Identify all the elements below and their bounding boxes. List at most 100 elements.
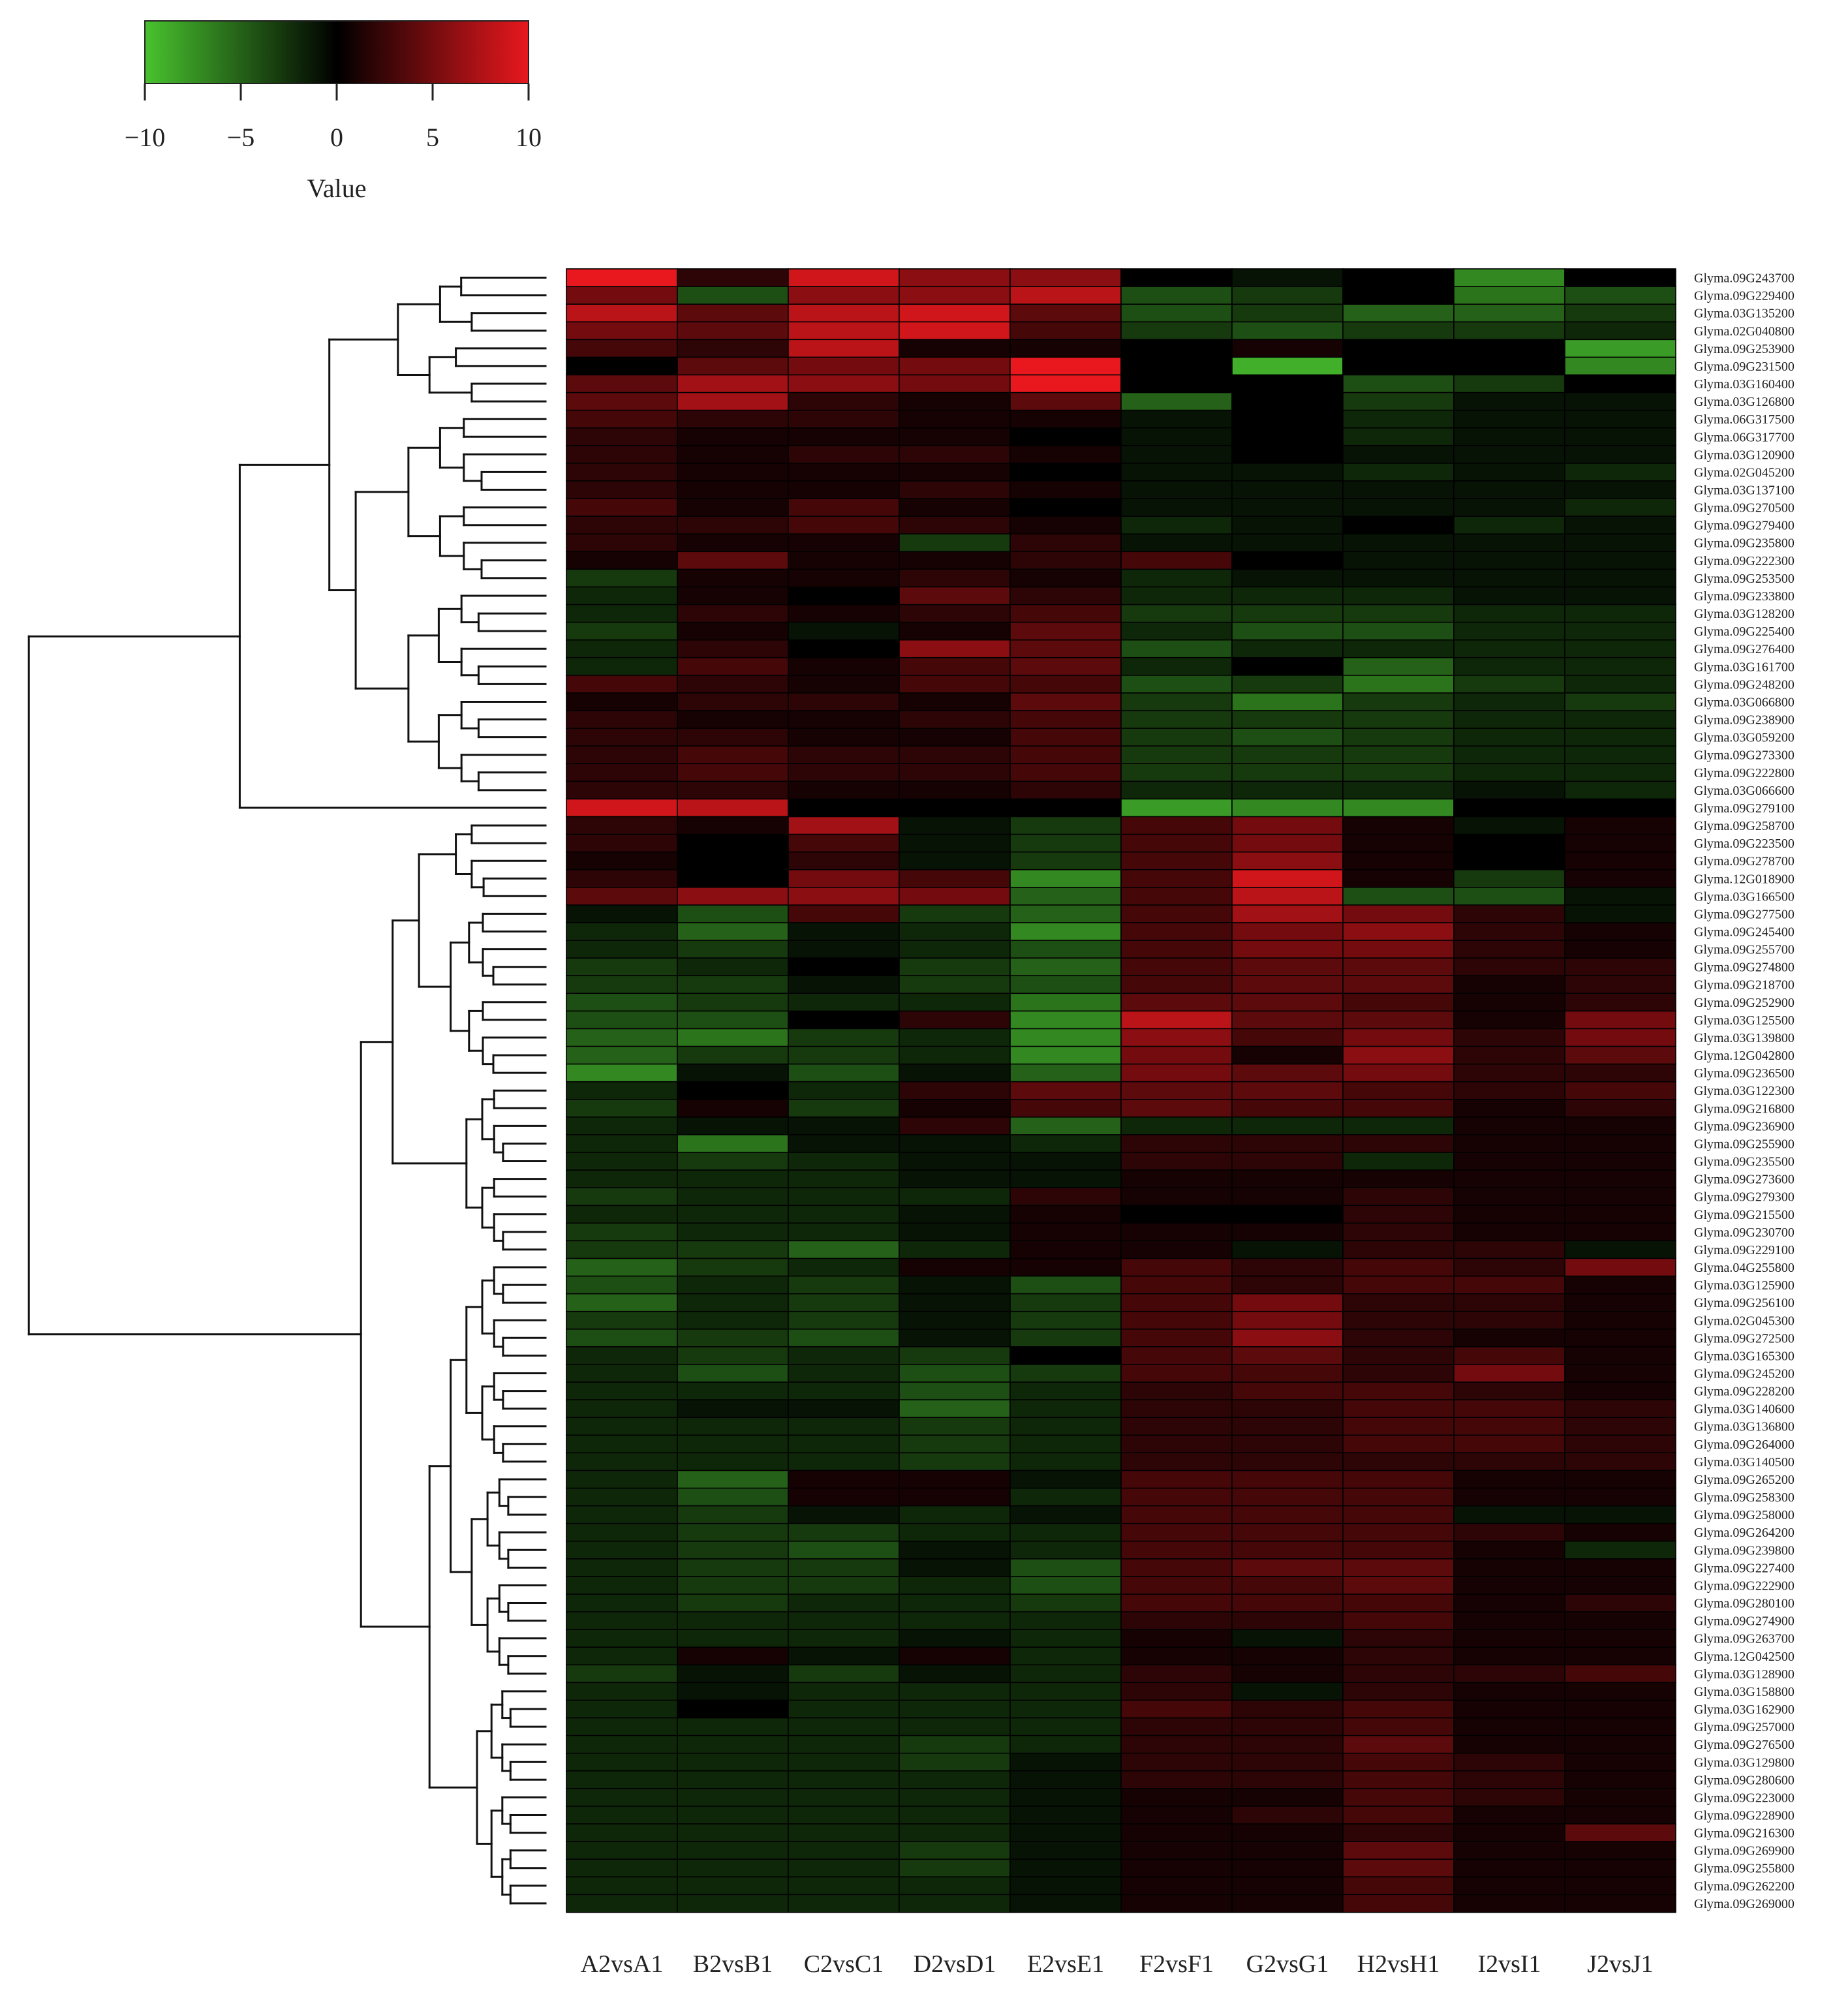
heatmap-cell xyxy=(1009,1682,1122,1701)
heatmap-cell xyxy=(1564,1611,1676,1631)
heatmap-cell xyxy=(899,1823,1011,1843)
heatmap-cell xyxy=(1342,1594,1455,1613)
heatmap-cell xyxy=(1342,1646,1455,1666)
heatmap-cell xyxy=(1231,1028,1344,1047)
row-label: Glyma.09G253900 xyxy=(1694,342,1794,356)
heatmap-cell xyxy=(1453,604,1565,623)
heatmap-cell xyxy=(566,1116,678,1136)
heatmap-cell xyxy=(1231,1576,1344,1595)
heatmap-cell xyxy=(1342,1045,1455,1065)
heatmap-cell xyxy=(1120,621,1233,641)
heatmap-cell xyxy=(1009,427,1122,446)
heatmap-cell xyxy=(566,480,678,500)
heatmap-cell xyxy=(1009,1240,1122,1259)
heatmap-cell xyxy=(899,1364,1011,1383)
heatmap-cell xyxy=(1453,339,1565,358)
row-label: Glyma.03G126800 xyxy=(1694,395,1794,409)
heatmap-cell xyxy=(1120,1399,1233,1419)
row-label: Glyma.09G225400 xyxy=(1694,624,1794,639)
color-key-tick-label: 10 xyxy=(516,123,542,152)
heatmap-cell xyxy=(1009,1699,1122,1719)
color-key-tick-label: 5 xyxy=(426,123,439,152)
heatmap-cell xyxy=(1009,1470,1122,1489)
heatmap-cell xyxy=(566,303,678,323)
heatmap-cell xyxy=(1453,1134,1565,1154)
heatmap-cell xyxy=(1564,604,1676,623)
heatmap-cell xyxy=(1231,374,1344,393)
heatmap-cell xyxy=(1120,480,1233,500)
heatmap-cell xyxy=(677,780,789,800)
heatmap-cell xyxy=(677,1346,789,1366)
heatmap-cell xyxy=(1120,498,1233,517)
heatmap-cell xyxy=(1564,480,1676,500)
heatmap-cell xyxy=(677,1187,789,1207)
heatmap-cell xyxy=(677,993,789,1012)
heatmap-cell xyxy=(788,374,900,393)
heatmap-cell xyxy=(1564,1646,1676,1666)
row-label: Glyma.03G129800 xyxy=(1694,1755,1794,1770)
heatmap-cell xyxy=(788,1329,900,1348)
heatmap-cell xyxy=(1120,780,1233,800)
heatmap-cell xyxy=(1564,1364,1676,1383)
heatmap-cell xyxy=(788,728,900,747)
heatmap-cell xyxy=(1342,957,1455,977)
heatmap-cell xyxy=(899,1434,1011,1454)
heatmap-cell xyxy=(1231,286,1344,305)
heatmap-cell xyxy=(1231,1205,1344,1224)
heatmap-cell xyxy=(1120,1063,1233,1083)
heatmap-cell xyxy=(1453,1293,1565,1312)
heatmap-cell xyxy=(1120,586,1233,606)
heatmap-cell xyxy=(1564,551,1676,570)
heatmap-cell xyxy=(1120,1540,1233,1560)
heatmap-cell xyxy=(1120,1576,1233,1595)
heatmap-cell xyxy=(566,1222,678,1242)
heatmap-cell xyxy=(1564,1045,1676,1065)
heatmap-cell xyxy=(899,463,1011,482)
heatmap-cell xyxy=(1009,1788,1122,1808)
heatmap-cell xyxy=(1564,1788,1676,1808)
heatmap-cell xyxy=(1342,1187,1455,1207)
heatmap-cell xyxy=(899,1752,1011,1772)
heatmap-cell xyxy=(899,1576,1011,1595)
heatmap-cell xyxy=(1453,1187,1565,1207)
heatmap-cell xyxy=(1564,940,1676,959)
heatmap-cell xyxy=(1564,1594,1676,1613)
heatmap-cell xyxy=(566,692,678,712)
row-label: Glyma.09G236900 xyxy=(1694,1119,1794,1133)
heatmap-cell xyxy=(1564,1417,1676,1436)
heatmap-cell xyxy=(1453,303,1565,323)
heatmap-cell xyxy=(1231,904,1344,924)
heatmap-cell xyxy=(1453,887,1565,906)
heatmap-cell xyxy=(1120,1045,1233,1065)
heatmap-cell xyxy=(1231,1399,1344,1419)
heatmap-cell xyxy=(1009,1010,1122,1030)
heatmap-cell xyxy=(677,957,789,977)
heatmap-cell xyxy=(788,1399,900,1419)
heatmap-cell xyxy=(566,851,678,870)
heatmap-cell xyxy=(1453,922,1565,942)
heatmap-cell xyxy=(1231,604,1344,623)
row-label: Glyma.09G230700 xyxy=(1694,1225,1794,1240)
heatmap-cell xyxy=(677,710,789,730)
heatmap-cell xyxy=(1564,1522,1676,1542)
heatmap-cell xyxy=(566,1081,678,1100)
heatmap-cell xyxy=(566,1470,678,1489)
heatmap-cell xyxy=(677,1487,789,1507)
heatmap-cell xyxy=(1231,1293,1344,1312)
heatmap-cell xyxy=(1009,1717,1122,1736)
row-label: Glyma.03G158800 xyxy=(1694,1685,1794,1699)
heatmap-cell xyxy=(677,798,789,818)
heatmap-cell xyxy=(1009,1752,1122,1772)
heatmap-cell xyxy=(1453,710,1565,730)
heatmap-cell xyxy=(1120,833,1233,853)
heatmap-cell xyxy=(1342,268,1455,288)
heatmap-cell xyxy=(1120,1417,1233,1436)
row-label: Glyma.02G040800 xyxy=(1694,324,1794,339)
heatmap-cell xyxy=(1342,1134,1455,1154)
heatmap-cell xyxy=(1009,480,1122,500)
heatmap-cell xyxy=(1453,1699,1565,1719)
color-key-bar xyxy=(144,20,529,84)
heatmap-cell xyxy=(1453,1505,1565,1524)
heatmap-cell xyxy=(1009,940,1122,959)
row-label: Glyma.04G255800 xyxy=(1694,1261,1794,1275)
